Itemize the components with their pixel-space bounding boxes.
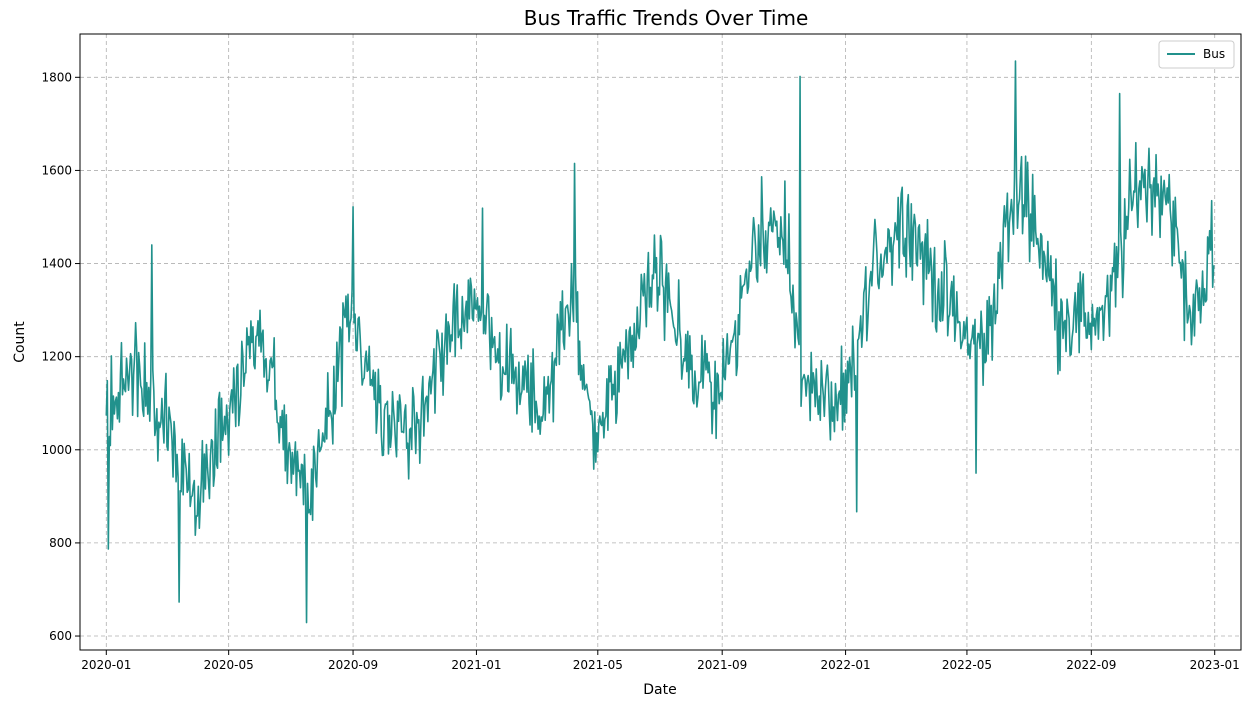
y-tick-label: 1400 — [41, 257, 72, 271]
x-axis-label: Date — [643, 682, 676, 698]
x-axis-ticks: 2020-01 2020-05 2020-09 2021-01 2021-05 2021-… — [81, 650, 1240, 672]
series-line-bus — [105, 60, 1215, 624]
y-tick-label: 1200 — [41, 350, 72, 364]
chart-title: Bus Traffic Trends Over Time — [524, 6, 809, 30]
x-tick-label: 2021-01 — [451, 658, 501, 672]
y-tick-label: 1800 — [41, 70, 72, 84]
x-tick-label: 2020-01 — [81, 658, 131, 672]
x-tick-label: 2023-01 — [1190, 658, 1240, 672]
x-tick-label: 2021-05 — [573, 658, 623, 672]
plot-frame — [79, 33, 1242, 651]
x-tick-label: 2022-05 — [942, 658, 992, 672]
y-axis-label: Count — [12, 321, 28, 363]
x-tick-label: 2022-09 — [1066, 658, 1116, 672]
y-tick-label: 1000 — [41, 443, 72, 457]
x-tick-label: 2020-05 — [204, 658, 254, 672]
x-tick-label: 2022-01 — [821, 658, 871, 672]
x-tick-label: 2021-09 — [697, 658, 747, 672]
legend-label: Bus — [1203, 47, 1225, 61]
y-axis-ticks: 600 800 1000 1200 1400 1600 1800 — [41, 70, 80, 643]
y-tick-label: 1600 — [41, 163, 72, 177]
series-layer — [105, 60, 1215, 624]
y-tick-label: 600 — [49, 629, 72, 643]
legend: Bus — [1158, 40, 1235, 69]
x-tick-label: 2020-09 — [328, 658, 378, 672]
y-tick-label: 800 — [49, 536, 72, 550]
legend-box — [1158, 40, 1235, 69]
